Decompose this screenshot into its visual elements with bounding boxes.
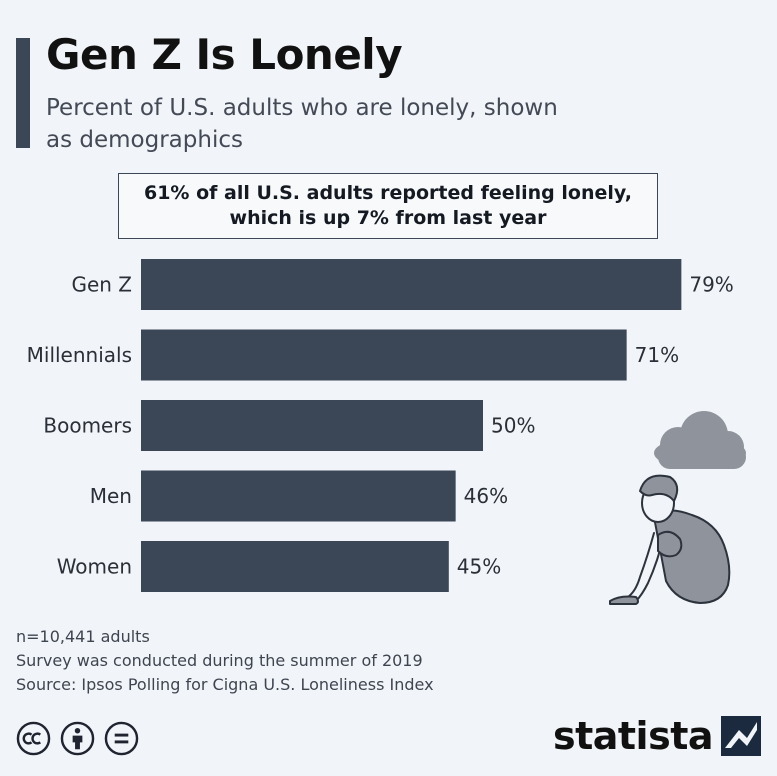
source-note: Source: Ipsos Polling for Cigna U.S. Lon… <box>16 675 434 694</box>
license-icons <box>16 721 139 756</box>
category-label: Millennials <box>27 343 132 367</box>
category-label: Women <box>57 555 132 579</box>
page-title: Gen Z Is Lonely <box>46 30 403 79</box>
page-subtitle: Percent of U.S. adults who are lonely, s… <box>46 95 558 153</box>
category-label: Men <box>90 484 132 508</box>
cloud-icon <box>654 411 746 469</box>
value-label: 46% <box>464 484 508 508</box>
callout-line-2: which is up 7% from last year <box>229 207 547 229</box>
brand-wordmark: statista <box>552 714 714 758</box>
callout-line-1: 61% of all U.S. adults reported feeling … <box>143 182 632 204</box>
category-label: Gen Z <box>71 273 132 297</box>
value-label: 45% <box>457 555 501 579</box>
summary-callout: 61% of all U.S. adults reported feeling … <box>118 173 658 239</box>
bar-chart: Gen Z 79% Millennials 71% Boomers 50% Men 46% Wo… <box>27 259 734 592</box>
category-label: Boomers <box>43 414 132 438</box>
bar <box>141 329 627 381</box>
lonely-person-illustration <box>609 411 746 605</box>
sad-person-icon <box>609 474 731 605</box>
value-label: 79% <box>689 273 733 297</box>
statista-logo[interactable]: statista <box>553 714 761 758</box>
statista-mark-icon <box>721 716 761 756</box>
creative-commons-icon[interactable] <box>16 721 51 756</box>
title-accent-bar <box>16 38 30 148</box>
source-notes: n=10,441 adults Survey was conducted dur… <box>16 625 434 697</box>
sample-size-note: n=10,441 adults <box>16 627 150 646</box>
value-label: 50% <box>491 414 535 438</box>
bar <box>141 259 682 310</box>
bar <box>141 541 449 592</box>
bar <box>141 400 483 451</box>
no-derivatives-icon[interactable] <box>104 721 139 756</box>
value-label: 71% <box>635 343 679 367</box>
attribution-icon[interactable] <box>60 721 95 756</box>
survey-period-note: Survey was conducted during the summer o… <box>16 651 423 670</box>
bar <box>141 470 456 522</box>
